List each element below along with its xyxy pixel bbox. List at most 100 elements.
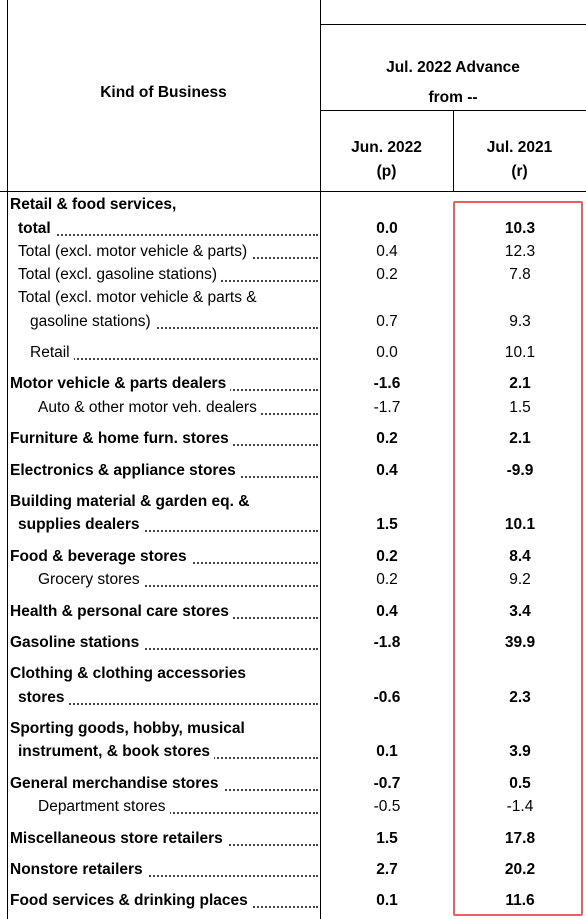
jun-2022-value: 1.5 bbox=[376, 830, 398, 847]
jul-2021-value: 10.1 bbox=[504, 344, 536, 361]
jun-2022-value: 0.0 bbox=[376, 344, 398, 361]
group-header-top-line bbox=[320, 24, 586, 25]
value-columns-divider bbox=[453, 110, 454, 191]
row-label-text: Food services & drinking places bbox=[10, 892, 252, 909]
jun-2022-value: -1.7 bbox=[373, 399, 401, 416]
jul-2021-value: 9.3 bbox=[509, 313, 531, 330]
jun-2022-value: 0.4 bbox=[376, 243, 398, 260]
jun-2022-value: 0.1 bbox=[376, 743, 398, 760]
row-label-text: instrument, & book stores bbox=[18, 743, 215, 760]
jun-2022-value: 0.2 bbox=[376, 571, 398, 588]
row-label-text: stores bbox=[18, 689, 69, 706]
jun-2022-value: -1.6 bbox=[373, 375, 401, 392]
header-bottom-line bbox=[0, 191, 586, 192]
row-label-text: Retail & food services, bbox=[10, 196, 181, 213]
jul-2021-value: 20.2 bbox=[504, 861, 536, 878]
jul-2021-value: 0.5 bbox=[509, 775, 531, 792]
table-row: Retail & food services, bbox=[0, 194, 586, 216]
jul-2021-value: 10.1 bbox=[504, 516, 536, 533]
table-row: Food services & drinking places 0.1 11.6 bbox=[0, 890, 586, 912]
table-row: gasoline stations) 0.7 9.3 bbox=[0, 311, 586, 333]
jun-2022-value: 0.0 bbox=[376, 220, 398, 237]
row-label: Motor vehicle & parts dealers bbox=[10, 373, 318, 395]
row-label-text: Electronics & appliance stores bbox=[10, 462, 240, 479]
table-row: total 0.0 10.3 bbox=[0, 218, 586, 240]
jun-2022-value: 1.5 bbox=[376, 516, 398, 533]
leader-dots bbox=[30, 358, 318, 360]
jul-2021-highlight-box bbox=[453, 201, 583, 916]
jun-2022-value: 0.7 bbox=[376, 313, 398, 330]
table-row: Total (excl. gasoline stations) 0.2 7.8 bbox=[0, 264, 586, 286]
row-label-text: Food & beverage stores bbox=[10, 548, 191, 565]
table-row: Sporting goods, hobby, musical bbox=[0, 718, 586, 740]
row-label-text: Auto & other motor veh. dealers bbox=[38, 399, 261, 416]
row-label-text: Grocery stores bbox=[38, 571, 144, 588]
jul-2021-value: 2.3 bbox=[509, 689, 531, 706]
row-label: supplies dealers bbox=[18, 514, 318, 536]
jul-2021-value: 12.3 bbox=[504, 243, 536, 260]
row-label: Retail & food services, bbox=[10, 194, 318, 216]
leader-dots bbox=[10, 875, 318, 877]
leader-dots bbox=[18, 703, 318, 705]
row-label-text: Furniture & home furn. stores bbox=[10, 430, 233, 447]
row-label-text: Total (excl. motor vehicle & parts & bbox=[18, 289, 261, 306]
table-row: Nonstore retailers 2.7 20.2 bbox=[0, 859, 586, 881]
row-label: Nonstore retailers bbox=[10, 859, 318, 881]
table-row: Total (excl. motor vehicle & parts) 0.4 12… bbox=[0, 241, 586, 263]
jul-2021-value: 11.6 bbox=[505, 892, 535, 909]
table-row: Miscellaneous store retailers 1.5 17.8 bbox=[0, 828, 586, 850]
table-row: Food & beverage stores 0.2 8.4 bbox=[0, 546, 586, 568]
table-row: Electronics & appliance stores 0.4 -9.9 bbox=[0, 460, 586, 482]
jul-2021-header: Jul. 2021 bbox=[486, 139, 553, 156]
left-border bbox=[7, 0, 8, 919]
table-row: Retail 0.0 10.1 bbox=[0, 342, 586, 364]
table-row: Furniture & home furn. stores 0.2 2.1 bbox=[0, 428, 586, 450]
leader-dots bbox=[10, 648, 318, 650]
jun-2022-value: 0.1 bbox=[376, 892, 398, 909]
table-row: Gasoline stations -1.8 39.9 bbox=[0, 632, 586, 654]
row-label-text: Nonstore retailers bbox=[10, 861, 147, 878]
table-row: General merchandise stores -0.7 0.5 bbox=[0, 773, 586, 795]
row-label: Miscellaneous store retailers bbox=[10, 828, 318, 850]
row-label-text: Department stores bbox=[38, 798, 170, 815]
table-row: Motor vehicle & parts dealers -1.6 2.1 bbox=[0, 373, 586, 395]
row-label-text: Sporting goods, hobby, musical bbox=[10, 720, 249, 737]
row-label-text: gasoline stations) bbox=[30, 313, 155, 330]
row-label: Sporting goods, hobby, musical bbox=[10, 718, 318, 740]
jul-2021-value: 17.8 bbox=[504, 830, 536, 847]
jun-2022-preliminary-marker: (p) bbox=[376, 163, 397, 180]
jul-2021-value: 2.1 bbox=[509, 375, 531, 392]
row-label: Total (excl. motor vehicle & parts & bbox=[18, 287, 318, 309]
table-row: instrument, & book stores 0.1 3.9 bbox=[0, 741, 586, 763]
row-label: Electronics & appliance stores bbox=[10, 460, 318, 482]
table-row: Clothing & clothing accessories bbox=[0, 663, 586, 685]
table-row: Building material & garden eq. & bbox=[0, 491, 586, 513]
row-label: instrument, & book stores bbox=[18, 741, 318, 763]
table-row: Auto & other motor veh. dealers -1.7 1.5 bbox=[0, 397, 586, 419]
row-label: Food services & drinking places bbox=[10, 890, 318, 912]
row-label-text: Gasoline stations bbox=[10, 634, 144, 651]
jul-2021-value: -9.9 bbox=[506, 462, 534, 479]
row-label: Clothing & clothing accessories bbox=[10, 663, 318, 685]
row-label-text: supplies dealers bbox=[18, 516, 144, 533]
row-label: gasoline stations) bbox=[30, 311, 318, 333]
jun-2022-header: Jun. 2022 bbox=[351, 139, 422, 156]
jul-2021-value: 39.9 bbox=[504, 634, 536, 651]
row-label: Total (excl. motor vehicle & parts) bbox=[18, 241, 318, 263]
kind-column-divider bbox=[320, 0, 321, 919]
jul-2021-revised-marker: (r) bbox=[511, 163, 528, 180]
row-label: stores bbox=[18, 687, 318, 709]
jul-2021-value: 2.1 bbox=[509, 430, 531, 447]
jul-2021-value: 3.9 bbox=[509, 743, 531, 760]
table-row: Grocery stores 0.2 9.2 bbox=[0, 569, 586, 591]
row-label-text: Motor vehicle & parts dealers bbox=[10, 375, 231, 392]
jul-2021-value: 9.2 bbox=[509, 571, 531, 588]
table-row: supplies dealers 1.5 10.1 bbox=[0, 514, 586, 536]
jun-2022-value: -1.8 bbox=[373, 634, 401, 651]
jul-2021-value: 10.3 bbox=[504, 220, 536, 237]
jun-2022-value: 0.2 bbox=[376, 548, 398, 565]
group-header-line2: from -- bbox=[428, 89, 478, 106]
row-label-text: Clothing & clothing accessories bbox=[10, 665, 250, 682]
row-label: General merchandise stores bbox=[10, 773, 318, 795]
